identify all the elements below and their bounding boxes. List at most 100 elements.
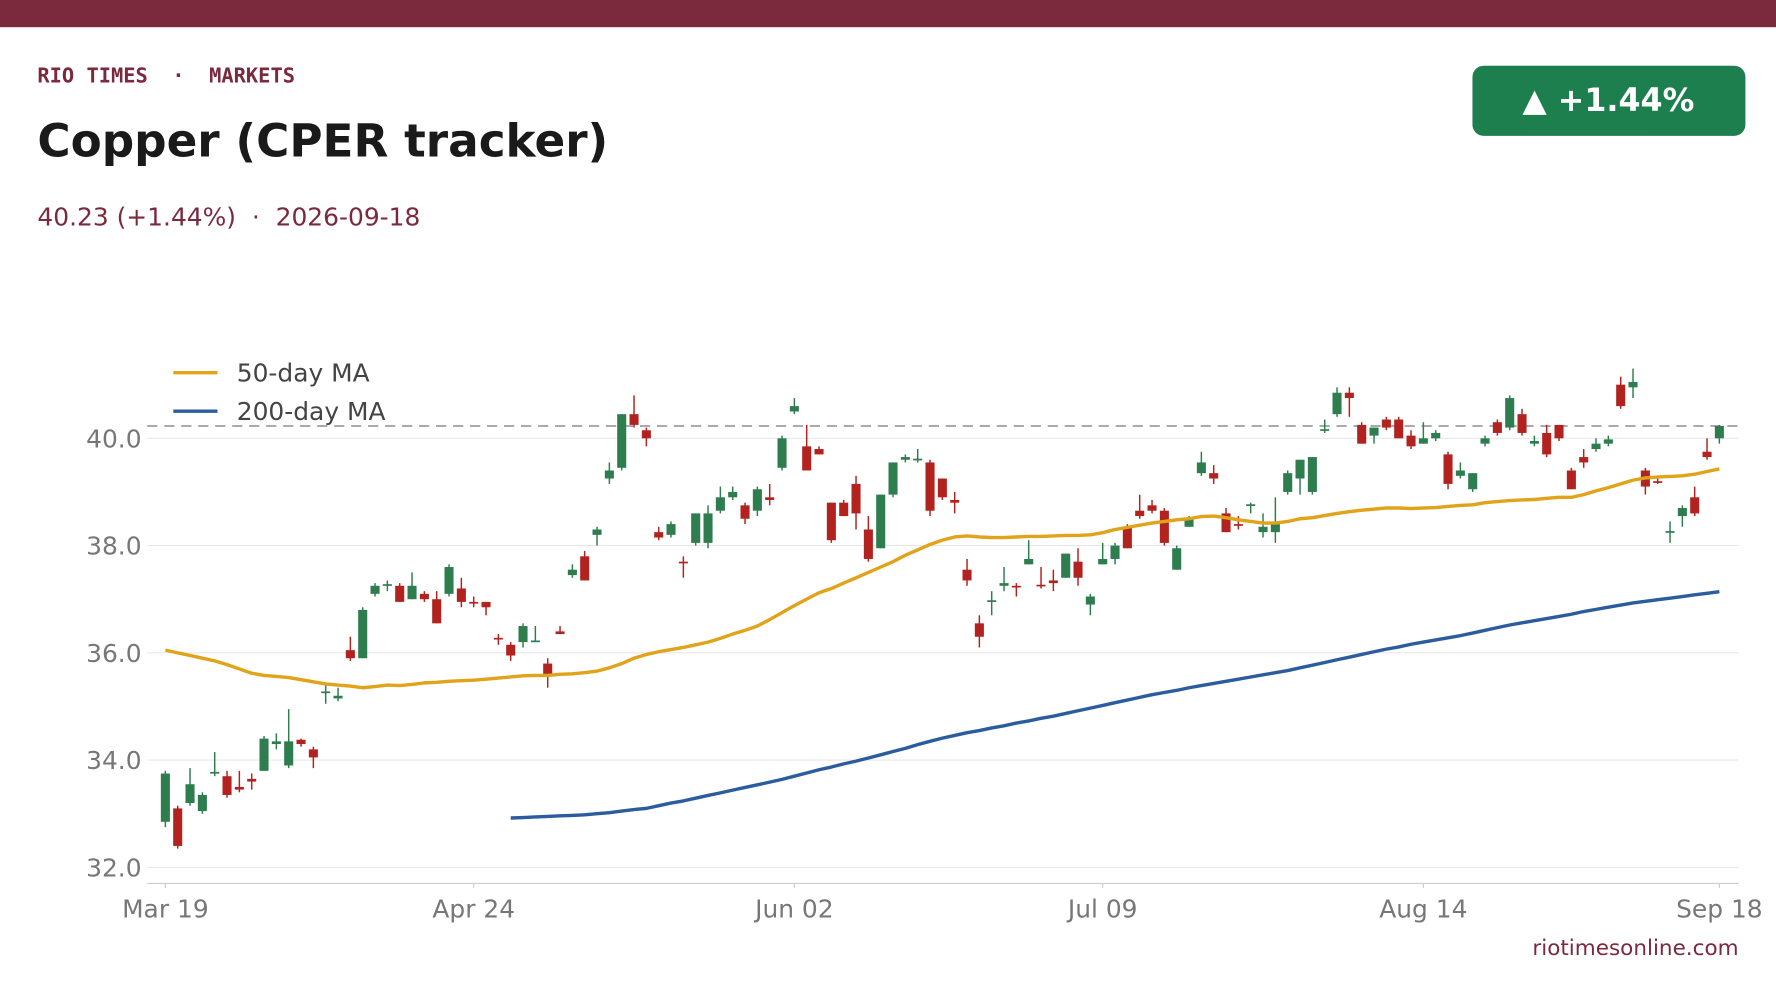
candle-body [1591,443,1601,450]
candle-body [814,449,824,455]
change-badge [1472,65,1746,136]
candle-body [160,773,170,822]
candle-body [641,430,651,439]
candle-body [1542,432,1552,455]
candle-body [900,457,910,460]
candle-body [1418,438,1428,444]
legend-label: 50-day MA [237,359,370,388]
candle-body [1603,439,1613,444]
candle-body [1529,440,1539,444]
candle-body [1443,454,1453,484]
candle-body [703,513,713,543]
candle-body [1011,585,1021,588]
candle-body [1172,548,1182,570]
candle-body [1258,526,1268,533]
candle-body [962,569,972,581]
candle-body [789,406,799,412]
candle-body [1122,526,1132,549]
candle-body [1431,432,1441,439]
legend-label: 200-day MA [237,397,386,426]
candle-body [888,462,898,495]
candle-body [617,414,627,468]
candle-body [444,567,454,594]
candle-body [1270,524,1280,533]
candle-body [1579,457,1589,463]
candle-body [333,695,343,699]
candle-body [987,600,997,602]
candle-body [1073,561,1083,578]
candle-body [937,478,947,498]
candle-body [1566,470,1576,490]
candle-body [876,494,886,549]
candle-body [604,470,614,479]
footer: riotimesonline.com [1532,936,1738,961]
candle-body [518,626,528,643]
candle-body [284,741,294,766]
candle-body [1048,580,1058,584]
y-tick-label: 34.0 [86,746,141,775]
candle-body [1246,504,1256,506]
candle-body [1628,381,1638,388]
candle-body [839,502,849,517]
candle-body [358,609,368,659]
y-tick-label: 36.0 [86,639,141,668]
candle-body [456,588,466,602]
candle-body [321,691,331,694]
candle-body [1406,435,1416,447]
candle-body [1468,473,1478,490]
candle-body [1492,422,1502,433]
candle-body [1394,419,1404,439]
candle-body [506,644,516,656]
x-tick-label: Jul 09 [1066,894,1138,923]
kicker: RIO TIMES · MARKETS [37,64,295,88]
candle-body [1517,414,1527,433]
candle-body [395,585,405,602]
candle-body [925,462,935,511]
candle-body [777,438,787,468]
candle-body [826,502,836,541]
candle-body [1320,429,1330,431]
candle-body [629,414,639,425]
candle-body [173,808,183,846]
candle-body [1381,419,1391,428]
badge-text: ▲ +1.44% [1522,83,1694,119]
candle-body [185,784,195,804]
candle-body [678,561,688,564]
candle-body [1714,425,1724,439]
candle-body [1233,524,1243,526]
candle-body [1295,459,1305,479]
candle-body [481,601,491,608]
candle-body [1616,384,1626,407]
candle-body [345,650,355,659]
candle-body [1677,508,1687,517]
candle-body [1653,481,1663,483]
candle-body [210,771,220,774]
candle-body [1505,398,1515,428]
candle-body [1344,392,1354,399]
candle-body [1135,510,1145,517]
candle-body [419,593,429,600]
candle-body [1024,558,1034,565]
subtitle: 40.23 (+1.44%) · 2026-09-18 [37,202,420,231]
candle-body [1702,451,1712,458]
ma-line [165,467,1720,690]
candle-body [197,794,207,812]
candle-body [222,776,232,795]
candle-body [271,741,281,745]
candle-body [407,585,417,600]
candle-body [247,778,257,782]
x-tick-label: Mar 19 [122,894,209,923]
candle-body [382,584,392,586]
candle-body [1098,558,1108,565]
candle-body [1196,462,1206,474]
candle-body [530,640,540,643]
candle-body [999,583,1009,586]
candle-body [765,497,775,500]
candle-body [592,529,602,535]
candle-body [259,738,269,771]
y-tick-label: 32.0 [86,853,141,882]
candle-body [950,499,960,503]
candle-body [1357,424,1367,444]
